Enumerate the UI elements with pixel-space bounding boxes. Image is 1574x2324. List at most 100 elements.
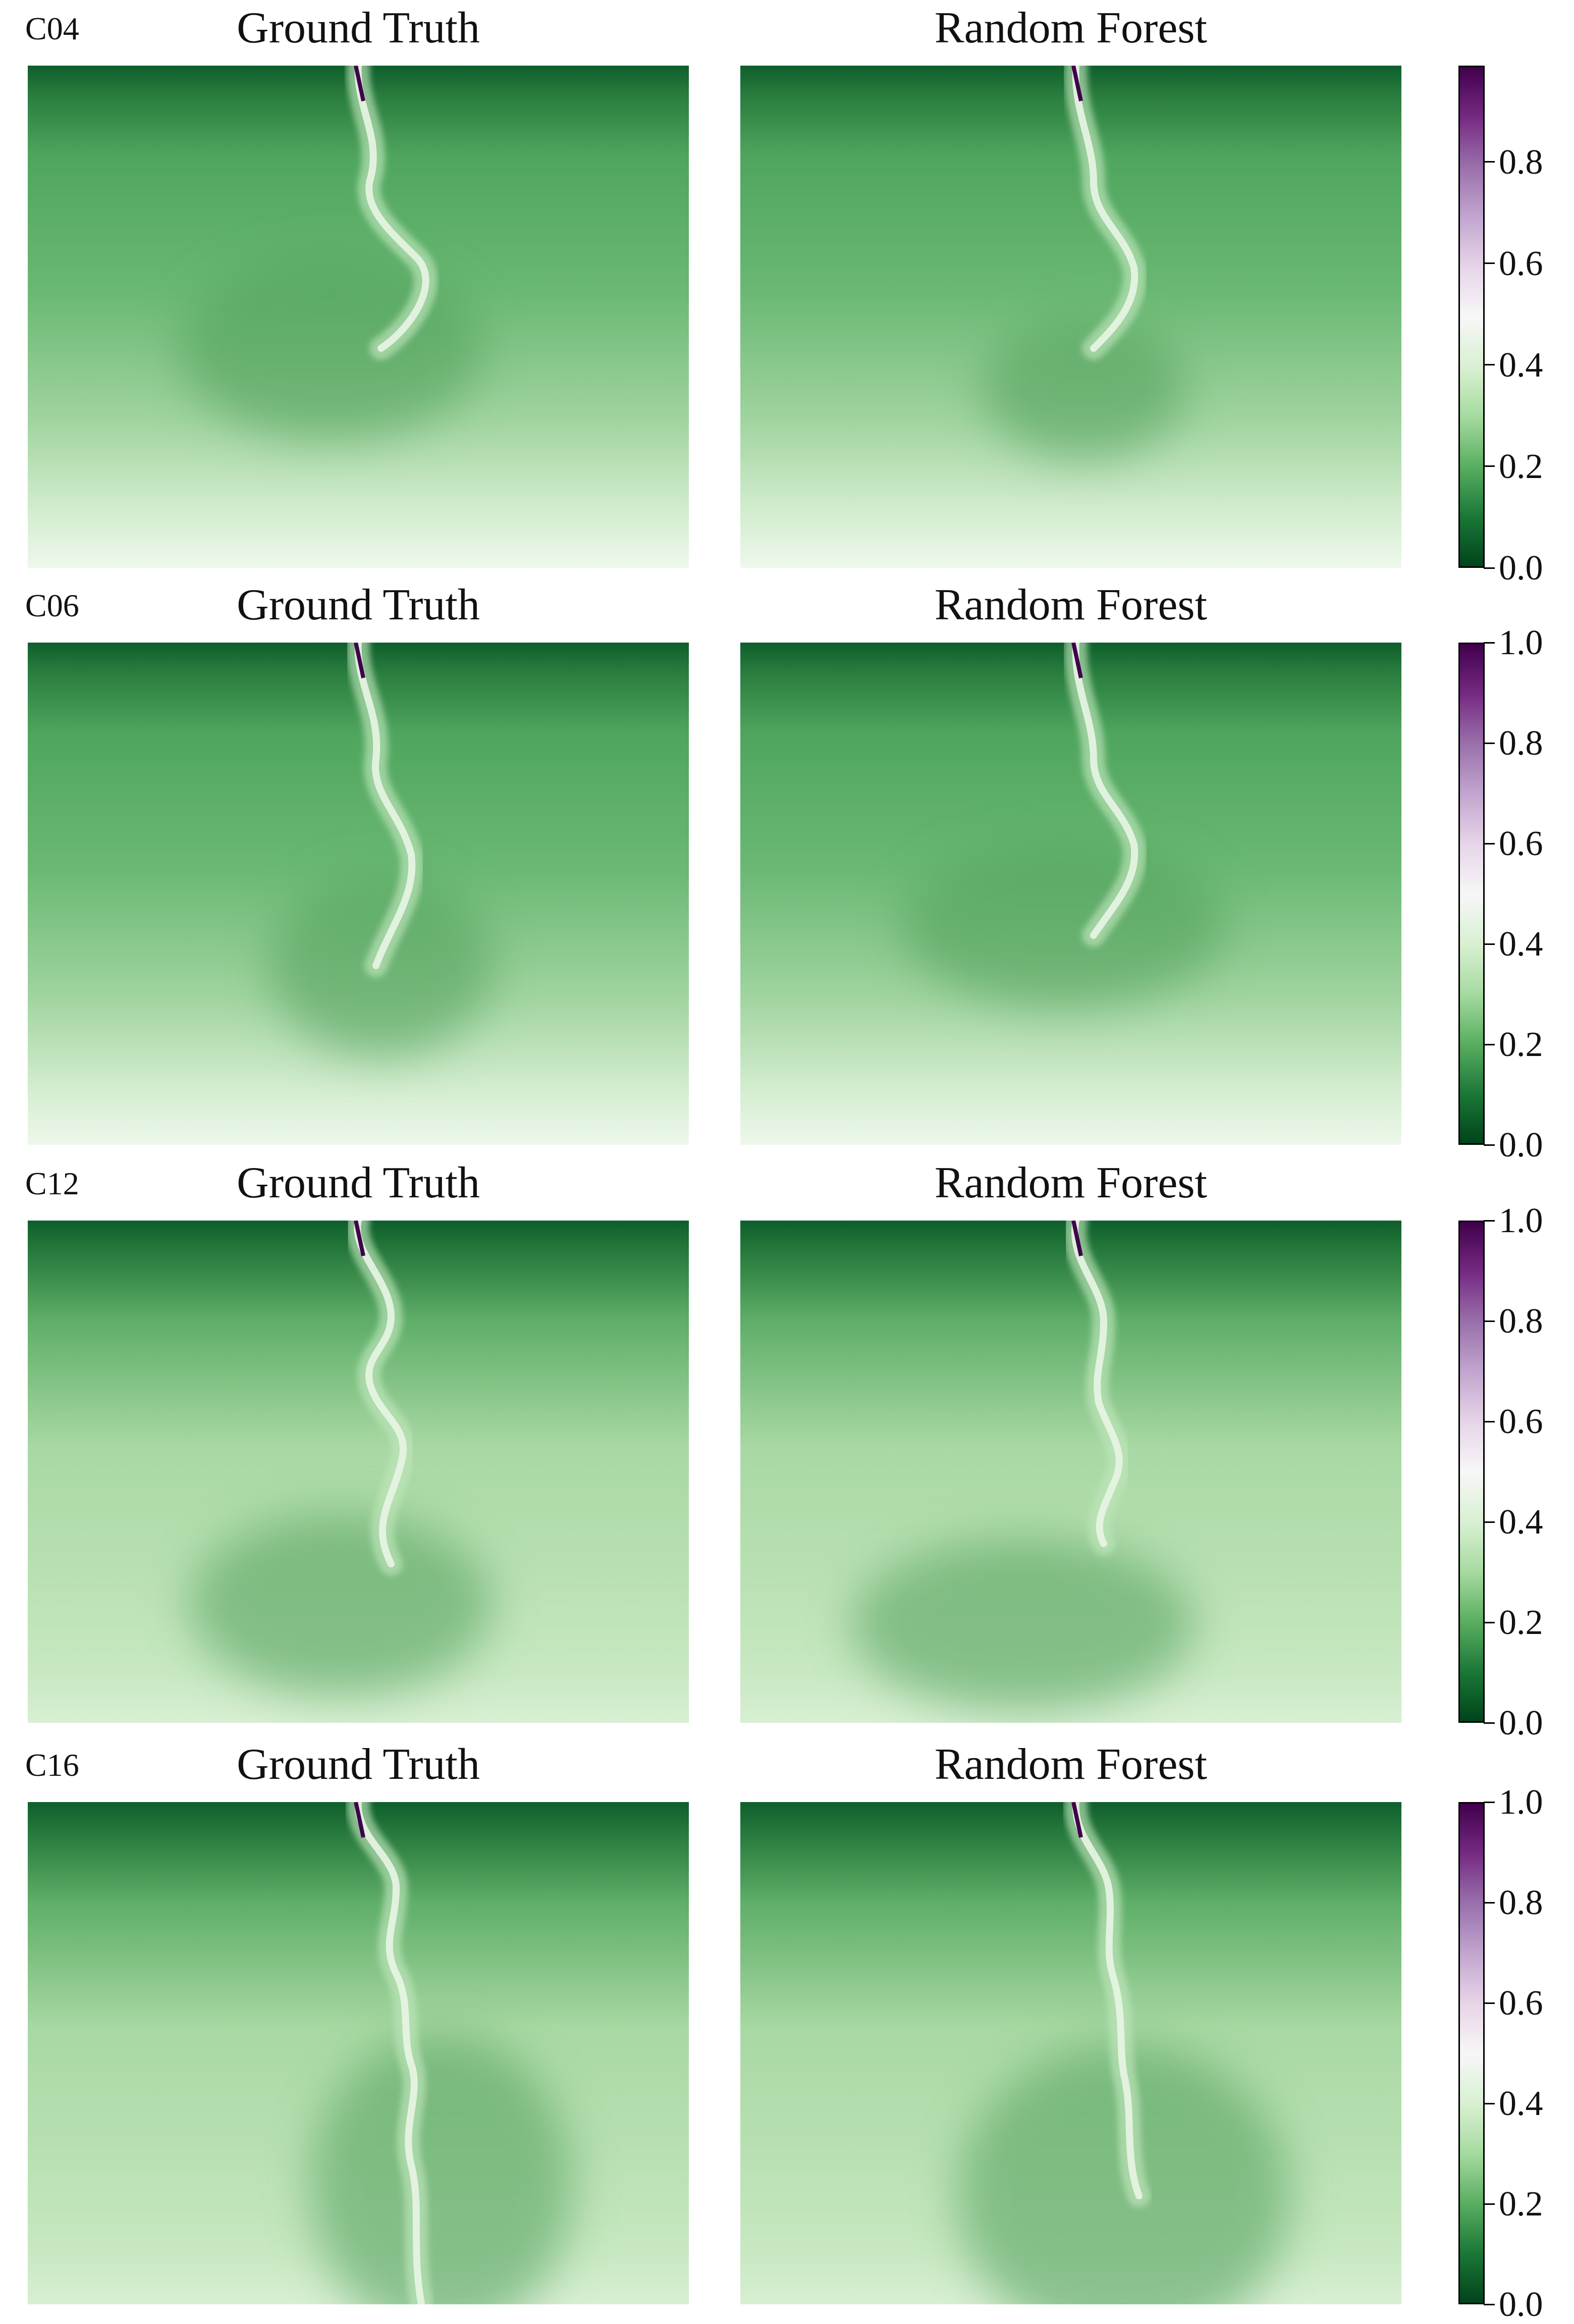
c04-gt-field-svg bbox=[28, 66, 689, 568]
c16-gt-plume-source bbox=[354, 1802, 365, 1838]
c12-colorbar-tick-2 bbox=[1484, 1521, 1495, 1523]
c16-rf-plume bbox=[1072, 1802, 1143, 2199]
c06-colorbar-gradient bbox=[1460, 644, 1483, 1143]
c06-rf-plume-source bbox=[1071, 643, 1083, 678]
c16-gt-vortex bbox=[310, 2034, 573, 2304]
c04-colorbar-tick-0 bbox=[1484, 567, 1495, 569]
c12-colorbar-tick-label-3: 0.6 bbox=[1499, 1402, 1543, 1441]
c16-colorbar-tick-label-3: 0.6 bbox=[1499, 1984, 1543, 2023]
case-label-c04: C04 bbox=[25, 11, 79, 46]
c04-colorbar-tick-2 bbox=[1484, 364, 1495, 366]
c12-colorbar-tick-label-5: 1.0 bbox=[1499, 1201, 1543, 1240]
c12-colorbar-tick-5 bbox=[1484, 1220, 1495, 1222]
c06-rf-vortex bbox=[902, 844, 1225, 1006]
c12-colorbar-tick-label-2: 0.4 bbox=[1499, 1503, 1543, 1542]
c04-gt-title: Ground Truth bbox=[237, 4, 480, 52]
c16-colorbar-tick-label-2: 0.4 bbox=[1499, 2084, 1543, 2123]
c06-colorbar-svg bbox=[1460, 644, 1483, 1143]
c12-colorbar-tick-label-4: 0.8 bbox=[1499, 1302, 1543, 1341]
c04-colorbar-tick-label-2: 0.4 bbox=[1499, 345, 1543, 385]
c16-rf-heatmap bbox=[740, 1802, 1401, 2304]
c16-colorbar bbox=[1458, 1802, 1485, 2304]
c06-colorbar-tick-label-1: 0.2 bbox=[1499, 1025, 1543, 1064]
c04-colorbar bbox=[1458, 66, 1485, 568]
c16-gt-field-svg bbox=[28, 1802, 689, 2304]
c06-colorbar-tick-label-2: 0.4 bbox=[1499, 925, 1543, 964]
c12-colorbar-tick-0 bbox=[1484, 1722, 1495, 1724]
c16-colorbar-tick-label-4: 0.8 bbox=[1499, 1883, 1543, 1922]
c06-colorbar-tick-label-0: 0.0 bbox=[1499, 1126, 1543, 1165]
c16-gt-title: Ground Truth bbox=[237, 1740, 480, 1789]
c12-rf-heatmap bbox=[740, 1221, 1401, 1723]
c12-colorbar bbox=[1458, 1221, 1485, 1723]
c12-colorbar-tick-4 bbox=[1484, 1320, 1495, 1322]
c16-colorbar-tick-2 bbox=[1484, 2102, 1495, 2104]
c16-colorbar-tick-5 bbox=[1484, 1801, 1495, 1803]
c04-rf-field-svg bbox=[740, 66, 1401, 568]
c04-colorbar-tick-3 bbox=[1484, 262, 1495, 265]
c12-gt-field-svg bbox=[28, 1221, 689, 1723]
c12-rf-vortex bbox=[851, 1539, 1195, 1710]
c06-colorbar-tick-label-4: 0.8 bbox=[1499, 724, 1543, 763]
c06-colorbar-tick-label-5: 1.0 bbox=[1499, 623, 1543, 662]
c06-colorbar-tick-label-3: 0.6 bbox=[1499, 824, 1543, 863]
c06-colorbar-tick-1 bbox=[1484, 1043, 1495, 1045]
c16-colorbar-tick-3 bbox=[1484, 2002, 1495, 2004]
c16-colorbar-tick-0 bbox=[1484, 2303, 1495, 2305]
c16-rf-title: Random Forest bbox=[934, 1740, 1208, 1789]
c16-rf-field-svg bbox=[740, 1802, 1401, 2304]
c04-colorbar-gradient bbox=[1460, 67, 1483, 566]
c06-colorbar-tick-3 bbox=[1484, 842, 1495, 844]
c06-rf-title: Random Forest bbox=[934, 580, 1208, 629]
c04-colorbar-tick-label-4: 0.8 bbox=[1499, 142, 1543, 182]
case-label-c16: C16 bbox=[25, 1747, 79, 1783]
c04-rf-heatmap bbox=[740, 66, 1401, 568]
c04-rf-plume-source bbox=[1071, 66, 1083, 101]
c06-rf-plume bbox=[1072, 643, 1138, 939]
c04-gt-heatmap bbox=[28, 66, 689, 568]
c12-gt-heatmap bbox=[28, 1221, 689, 1723]
c12-rf-plume-source bbox=[1071, 1221, 1083, 1256]
c06-gt-title: Ground Truth bbox=[237, 580, 480, 629]
c12-rf-field-svg bbox=[740, 1221, 1401, 1723]
c16-gt-plume bbox=[354, 1802, 425, 2304]
c06-gt-plume bbox=[354, 643, 416, 969]
c04-colorbar-tick-label-1: 0.2 bbox=[1499, 447, 1543, 486]
c12-colorbar-tick-label-0: 0.0 bbox=[1499, 1704, 1543, 1742]
c04-rf-title: Random Forest bbox=[934, 4, 1208, 52]
c06-gt-heatmap bbox=[28, 643, 689, 1145]
c16-colorbar-tick-4 bbox=[1484, 1902, 1495, 1904]
case-label-c06: C06 bbox=[25, 588, 79, 623]
c12-rf-plume bbox=[1071, 1221, 1123, 1547]
c04-colorbar-tick-4 bbox=[1484, 161, 1495, 163]
c16-colorbar-svg bbox=[1460, 1804, 1483, 2303]
c06-colorbar-tick-5 bbox=[1484, 642, 1495, 644]
c06-colorbar-tick-4 bbox=[1484, 742, 1495, 744]
c16-gt-heatmap bbox=[28, 1802, 689, 2304]
c16-colorbar-tick-label-5: 1.0 bbox=[1499, 1783, 1543, 1822]
c12-gt-vortex bbox=[189, 1513, 492, 1695]
c12-colorbar-tick-1 bbox=[1484, 1621, 1495, 1623]
c06-rf-heatmap bbox=[740, 643, 1401, 1145]
c12-colorbar-svg bbox=[1460, 1222, 1483, 1721]
c06-colorbar-tick-0 bbox=[1484, 1144, 1495, 1146]
c04-colorbar-tick-label-3: 0.6 bbox=[1499, 244, 1543, 283]
c16-rf-plume-source bbox=[1071, 1802, 1083, 1838]
c04-colorbar-tick-1 bbox=[1484, 465, 1495, 467]
c12-colorbar-tick-3 bbox=[1484, 1420, 1495, 1422]
c06-gt-plume-source bbox=[354, 643, 365, 678]
c16-colorbar-gradient bbox=[1460, 1804, 1483, 2303]
c12-gt-plume-source bbox=[354, 1221, 365, 1256]
c04-colorbar-tick-label-0: 0.0 bbox=[1499, 549, 1543, 588]
c16-colorbar-tick-label-1: 0.2 bbox=[1499, 2185, 1543, 2224]
c06-colorbar-tick-2 bbox=[1484, 943, 1495, 945]
c12-colorbar-tick-label-1: 0.2 bbox=[1499, 1603, 1543, 1642]
c04-rf-vortex bbox=[983, 318, 1184, 459]
c04-gt-vortex bbox=[179, 257, 482, 439]
c04-gt-plume-source bbox=[354, 66, 365, 101]
c04-rf-plume bbox=[1072, 66, 1138, 352]
c04-rf-background bbox=[740, 66, 1401, 568]
c12-gt-title: Ground Truth bbox=[237, 1158, 480, 1207]
c12-colorbar-gradient bbox=[1460, 1222, 1483, 1721]
